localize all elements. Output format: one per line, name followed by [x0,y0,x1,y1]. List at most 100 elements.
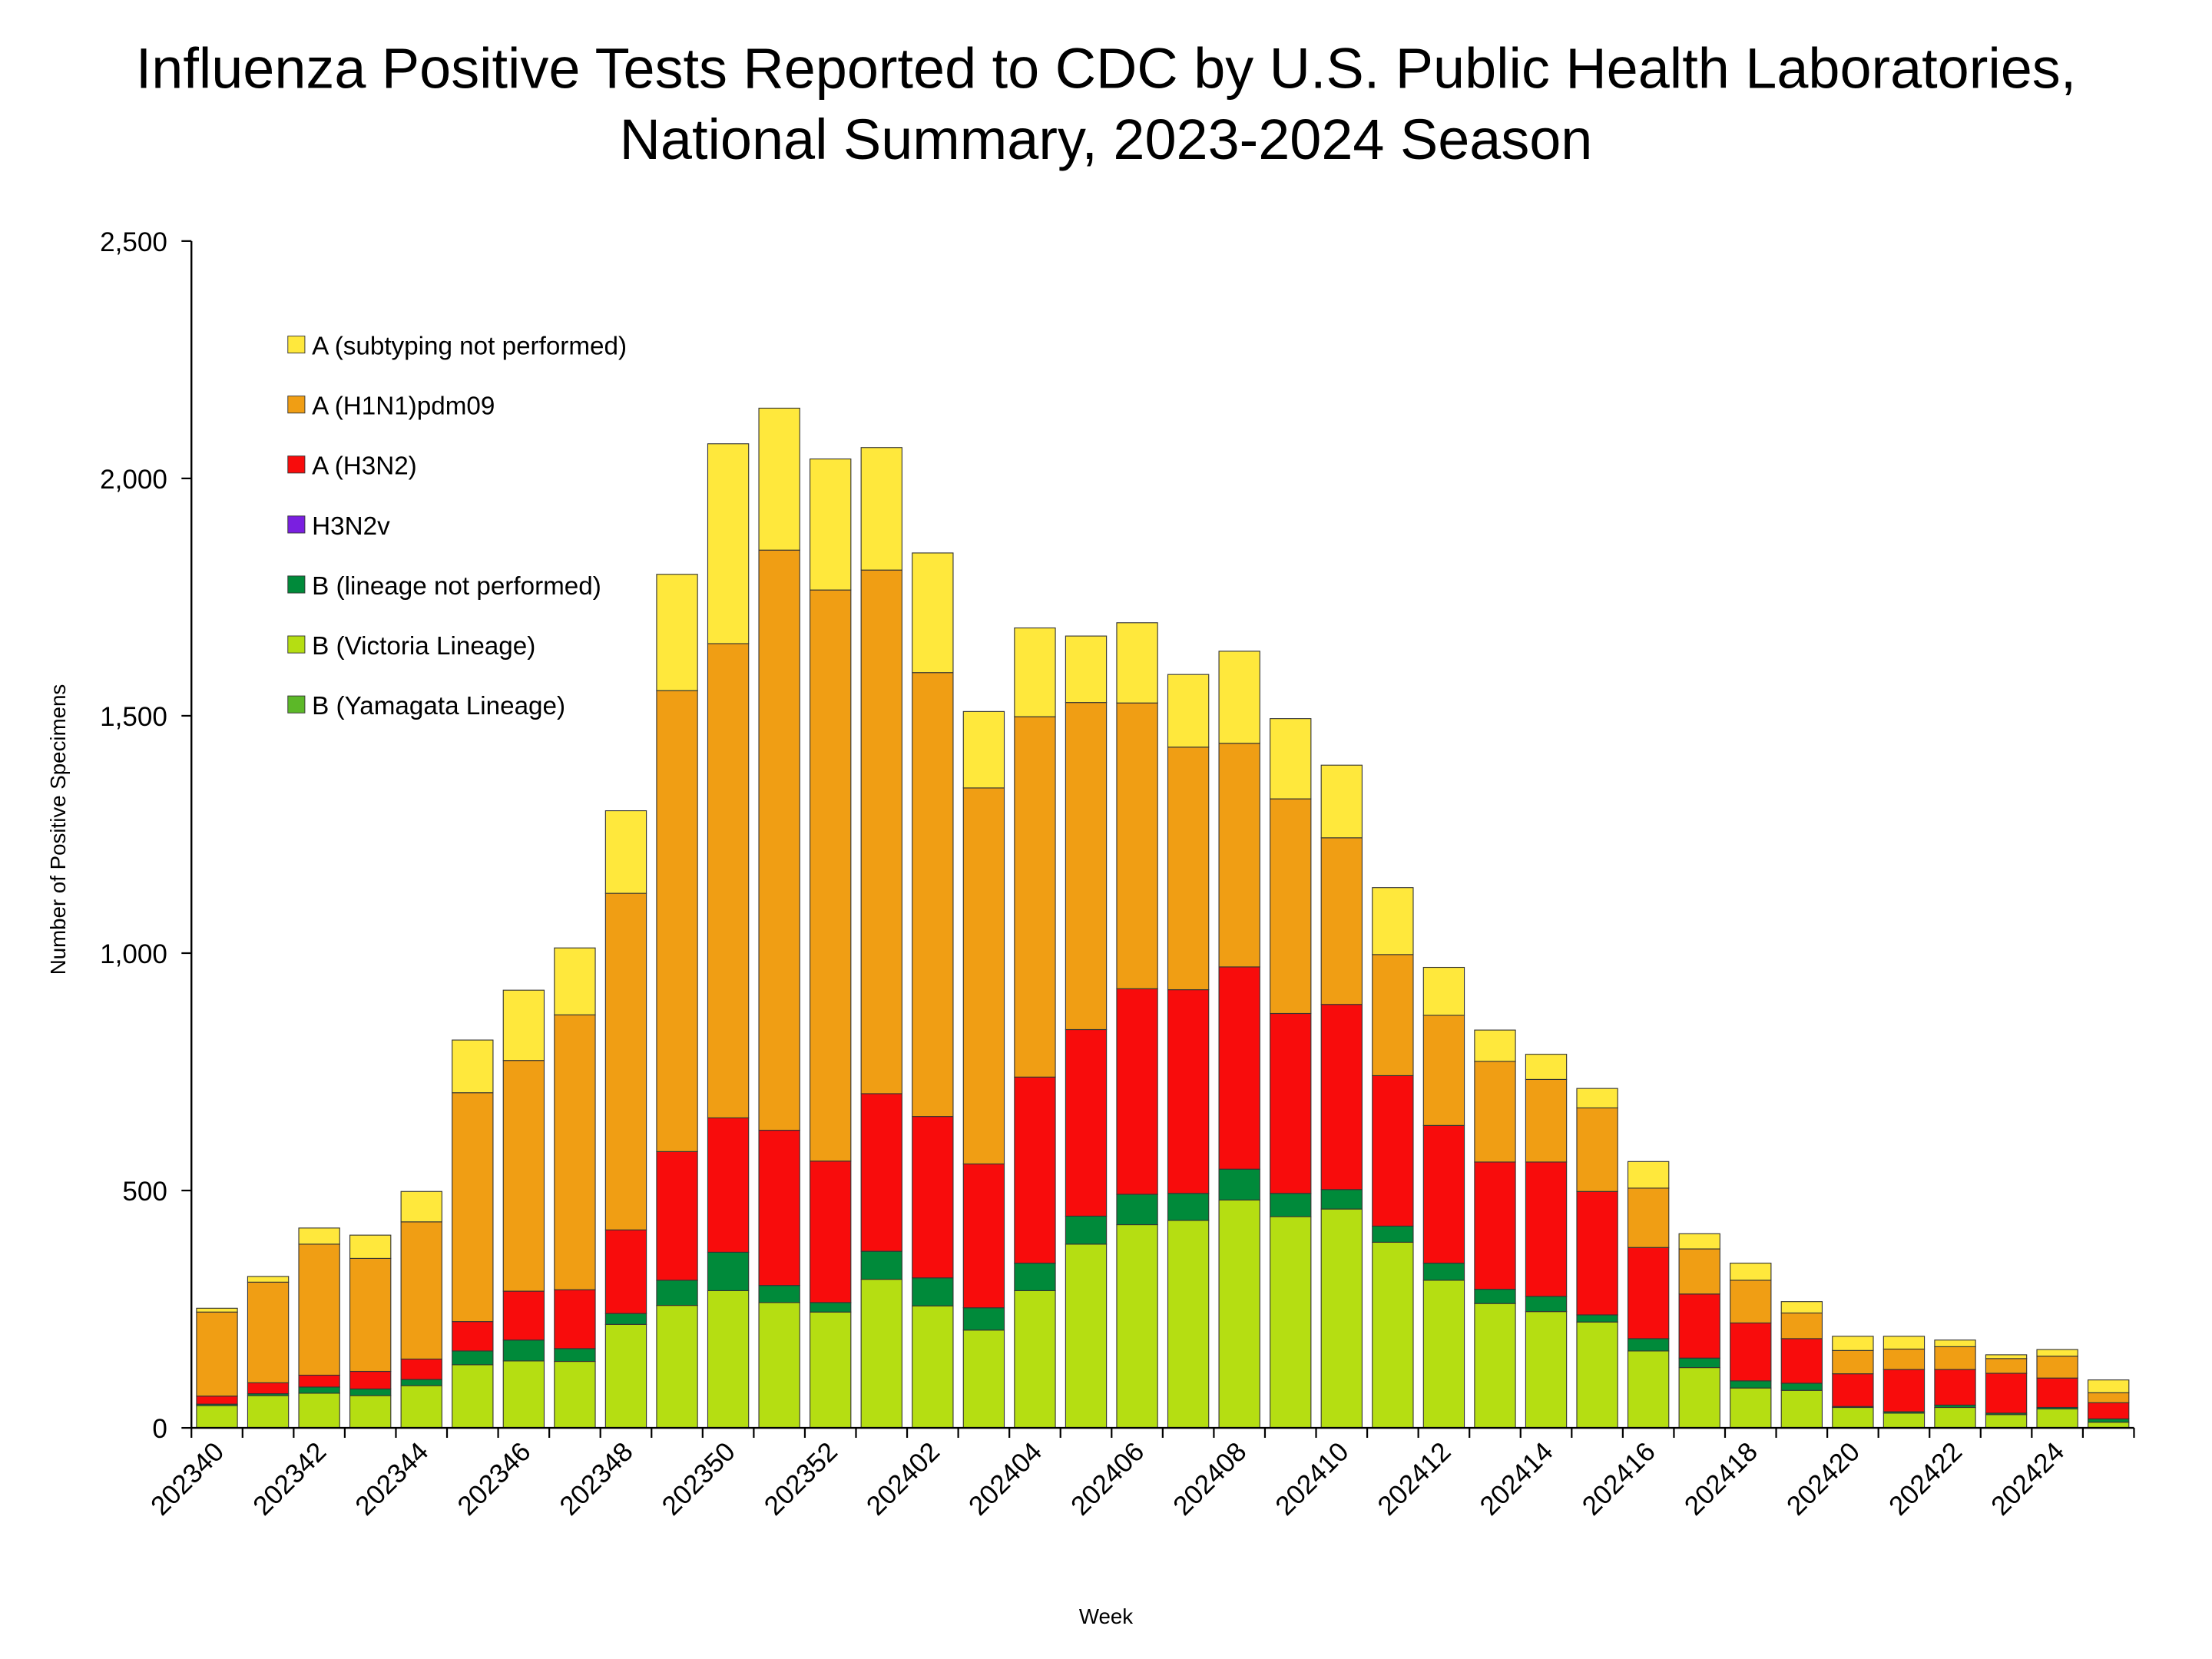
bar-stack-202405 [1065,635,1108,1429]
bar-stack-202425 [2088,1379,2130,1429]
bar-segment [1883,1412,1926,1429]
bar-stack-202404 [1014,628,1056,1429]
bar-segment [962,710,1005,789]
bar-segment [196,1405,238,1429]
x-ticks: 202340 202342 202344 202346 202348 202350 2023… [145,1428,2135,1522]
bar-segment [196,1396,238,1405]
bar-segment [452,1039,494,1094]
bar-segment [1065,635,1108,704]
x-tick-label: 202414 [1474,1436,1558,1521]
bar-segment [758,1302,800,1429]
bar-segment [554,1348,596,1363]
bar-segment [1116,988,1158,1195]
bar-segment [1525,1161,1568,1297]
bar-segment [2036,1349,2078,1357]
bar-segment [1270,1012,1312,1194]
bar-segment [1270,718,1312,800]
legend-label: A (H1N1)pdm09 [312,392,495,421]
y-tick-label: 2,000 [100,465,167,495]
bar-segment [1730,1263,1772,1281]
bar-segment [196,1307,238,1313]
bar-stack-202422 [1934,1339,1976,1429]
bar-segment [298,1374,340,1388]
bar-segment [1678,1248,1720,1295]
bars-group [196,407,2130,1429]
bar-segment [1576,1314,1618,1323]
legend-label: B (Victoria Lineage) [312,632,535,661]
bar-segment [1780,1312,1823,1339]
bar-segment [1934,1406,1976,1429]
bar-segment [1218,651,1260,744]
bar-segment [2088,1379,2130,1393]
x-tick-label: 202424 [1985,1436,2070,1521]
x-tick-label: 202408 [1167,1436,1252,1521]
bar-segment [1627,1247,1670,1339]
bar-segment [810,1161,852,1303]
bar-segment [758,407,800,551]
bar-segment [656,574,698,691]
bar-segment [554,947,596,1015]
bar-stack-202401 [860,447,902,1429]
bar-segment [962,1307,1005,1331]
bar-segment [247,1382,290,1395]
bar-segment [502,989,545,1061]
bar-segment [554,1014,596,1290]
bar-segment [1372,1075,1414,1227]
bar-segment [656,1305,698,1429]
bar-segment [1934,1339,1976,1347]
bar-segment [349,1388,392,1396]
bar-segment [1525,1054,1568,1080]
bar-stack-202418 [1730,1263,1772,1429]
bar-segment [962,1163,1005,1309]
x-axis-label: Week [1079,1604,1133,1628]
bar-segment [1474,1303,1516,1429]
y-tick-label: 2,500 [100,227,167,257]
bar-stack-202411 [1372,887,1414,1429]
bar-segment [1730,1387,1772,1429]
bar-segment [452,1092,494,1323]
bar-segment [656,1151,698,1281]
bar-stack-202344 [400,1190,442,1429]
x-tick-label: 202350 [657,1436,741,1521]
bar-segment [860,1093,902,1252]
x-tick-label: 202404 [963,1436,1048,1521]
bar-segment [810,458,852,591]
x-tick-label: 202402 [861,1436,945,1521]
x-tick-label: 202420 [1781,1436,1866,1521]
legend-item: B (Yamagata Lineage) [287,692,565,720]
bar-segment [1270,798,1312,1015]
bar-stack-202409 [1270,718,1312,1429]
bar-segment [1116,1194,1158,1226]
bar-stack-202408 [1218,651,1260,1429]
bar-segment [298,1227,340,1245]
bar-segment [656,1280,698,1306]
bar-stack-202419 [1780,1301,1823,1429]
bar-segment [604,810,647,894]
bar-segment [1678,1233,1720,1250]
bar-segment [1883,1348,1926,1370]
legend-swatch [287,695,306,714]
bar-segment [1422,1280,1465,1429]
bar-segment [502,1339,545,1362]
bar-segment [1014,1290,1056,1429]
bar-segment [1372,887,1414,955]
x-tick-label: 202340 [145,1436,230,1521]
bar-segment [1576,1321,1618,1429]
bar-segment [1422,1263,1465,1281]
x-tick-label: 202346 [452,1436,536,1521]
bar-segment [502,1360,545,1429]
bar-segment [1014,1263,1056,1292]
bar-segment [554,1289,596,1349]
x-tick-label: 202418 [1679,1436,1763,1521]
legend-label: A (H3N2) [312,452,417,481]
x-tick-label: 202342 [247,1436,332,1521]
bar-segment [1218,1199,1260,1429]
x-tick-label: 202412 [1372,1436,1456,1521]
bar-segment [1627,1350,1670,1429]
bar-segment [758,549,800,1131]
bar-segment [1474,1289,1516,1304]
legend-item: B (Victoria Lineage) [287,632,535,661]
bar-segment [1014,628,1056,717]
bar-segment [1167,989,1210,1194]
legend-label: B (lineage not performed) [312,572,601,601]
